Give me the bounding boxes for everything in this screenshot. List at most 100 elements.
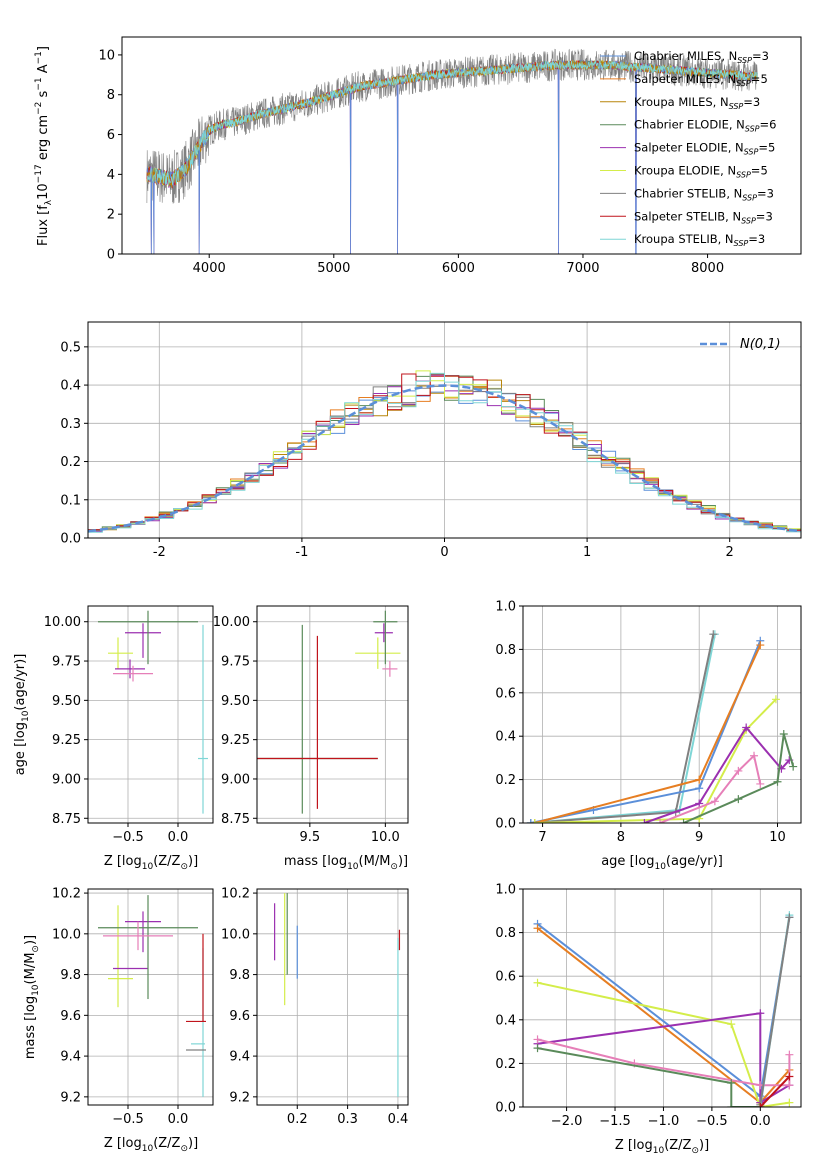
x-tick-label: 1	[583, 545, 591, 560]
y-tick-label: 1.0	[495, 600, 516, 615]
x-axis-label-part: ⊙	[180, 862, 188, 872]
weight-marker	[750, 751, 759, 760]
y-axis-label-part: mass [log	[23, 996, 38, 1059]
weight-marker	[771, 695, 780, 704]
legend-entry: Kroupa MILES, NSSP=3	[634, 95, 760, 111]
y-axis-label-part: ⊙	[31, 945, 41, 953]
x-tick-label: 8000	[691, 261, 724, 276]
weight-marker	[695, 799, 704, 808]
weight-line	[759, 917, 791, 1105]
y-axis-label: mass [log10(M/M⊙)]	[23, 935, 41, 1059]
weight-marker	[727, 1079, 736, 1088]
legend-sub: SSP	[736, 79, 751, 88]
axes-frame	[87, 321, 802, 539]
weight-age-plot-area	[526, 630, 798, 823]
y-tick-label: 10.00	[213, 615, 250, 630]
y-tick-label: 0.6	[495, 970, 516, 985]
x-axis-label-part: ⊙	[180, 1144, 188, 1154]
legend-eq: =	[751, 72, 761, 86]
y-tick-label: 2	[107, 208, 115, 223]
x-tick-label: 9	[695, 830, 703, 845]
weight-marker	[695, 784, 704, 793]
y-tick-label: 0.5	[60, 340, 81, 355]
y-tick-label: 9.8	[60, 968, 81, 983]
age-mass-chart: 9.5 10.0 8.75 9.00 9.25 9.50 9.75 10.00	[213, 605, 409, 845]
x-axis-label-part: (Z/Z	[153, 1136, 180, 1151]
legend-sub: SSP	[736, 171, 751, 180]
x-axis-label-group: age [log10(age/yr)]	[601, 854, 723, 872]
legend-eq: =	[743, 95, 753, 109]
legend-n: , N	[718, 232, 734, 246]
legend-n: , N	[713, 95, 729, 109]
x-axis-label-part: 10	[142, 862, 154, 872]
x-axis-label-part: age [log	[601, 854, 654, 869]
weight-z-chart: −2.0 −1.5 −1.0 −0.5 0.0 0.0 0.2 0.4 0.6 0.8 1.0	[495, 883, 802, 1129]
y-axis-label-part: 10	[36, 183, 51, 200]
y-tick-label: 9.75	[221, 655, 250, 670]
weight-marker	[533, 924, 542, 933]
legend-nssp: 3	[753, 95, 760, 109]
x-tick-label: −1.0	[648, 1114, 680, 1129]
axes-frame	[256, 888, 409, 1106]
x-tick-label: 0	[440, 545, 448, 560]
x-axis-label-part: (age/yr)]	[666, 854, 723, 869]
y-tick-label: 0.2	[495, 773, 516, 788]
spectrum-line	[146, 60, 758, 254]
legend-name: Kroupa STELIB	[634, 232, 718, 246]
x-axis-label-part: )]	[188, 854, 198, 869]
x-tick-label: 4000	[193, 261, 226, 276]
x-tick-label: −0.5	[112, 830, 144, 845]
y-tick-label: 10	[98, 48, 115, 63]
axes-frame	[87, 888, 214, 1106]
weight-marker	[656, 819, 665, 823]
y-tick-label: 0.3	[60, 417, 81, 432]
weight-marker	[773, 777, 782, 786]
y-axis-label-part: erg cm	[36, 115, 51, 164]
y-axis-label-group: age [log10(age/yr)]	[13, 654, 31, 776]
weight-marker	[785, 1098, 794, 1107]
x-tick-label: 10	[769, 830, 786, 845]
weight-line	[537, 1012, 790, 1105]
legend-n: , N	[726, 186, 742, 200]
weight-marker	[785, 1072, 794, 1081]
gaussian-curve	[88, 384, 801, 533]
y-tick-label: 9.50	[221, 694, 250, 709]
x-axis-label-part: ⊙	[691, 1146, 699, 1156]
weight-marker	[727, 1020, 736, 1029]
age-mass-plot-area	[257, 610, 401, 814]
x-axis-label-group: Z [log10(Z/Z⊙)]	[104, 854, 198, 872]
legend-name: Chabrier ELODIE	[634, 118, 729, 132]
weight-marker	[789, 762, 798, 771]
mass-ebv-plot-area	[274, 893, 401, 1097]
y-tick-label: 0.2	[495, 1057, 516, 1072]
y-axis-label-part: −17	[34, 164, 44, 183]
weight-marker	[709, 630, 718, 639]
weight-marker	[734, 766, 743, 775]
legend-name: Chabrier MILES	[634, 49, 721, 63]
legend-name: Kroupa MILES	[634, 95, 713, 109]
x-tick-label: 8	[617, 830, 625, 845]
weight-line	[534, 698, 777, 823]
y-tick-label: 10.2	[221, 887, 250, 902]
weight-marker	[640, 819, 649, 823]
y-tick-label: 0	[107, 248, 115, 263]
legend-n: , N	[720, 164, 736, 178]
y-tick-label: 6	[107, 128, 115, 143]
legend-n: , N	[720, 72, 736, 86]
legend-nssp: 5	[760, 72, 767, 86]
y-axis-label-part: s	[36, 90, 51, 101]
y-tick-label: 10.0	[221, 927, 250, 942]
mass-z-chart: −0.5 0.0 9.2 9.4 9.6 9.8 10.0 10.2	[52, 887, 214, 1127]
weight-age-chart: 7 8 9 10 0.0 0.2 0.4 0.6 0.8 1.0	[495, 600, 802, 845]
legend-eq: =	[757, 186, 767, 200]
x-axis-label: mass [log10(M/M⊙)]	[284, 854, 408, 872]
legend-eq: =	[756, 209, 766, 223]
y-axis-label: Flux [fλ10−17 erg cm−2 s−1 A−1]	[34, 46, 54, 246]
legend-entry: Chabrier ELODIE, NSSP=6	[634, 118, 776, 134]
legend-entry: Kroupa STELIB, NSSP=3	[634, 232, 765, 248]
x-axis-label: Z [log10(Z/Z⊙)]	[104, 1136, 198, 1154]
weight-marker	[710, 797, 719, 806]
x-axis-label-part: 10	[653, 1146, 665, 1156]
